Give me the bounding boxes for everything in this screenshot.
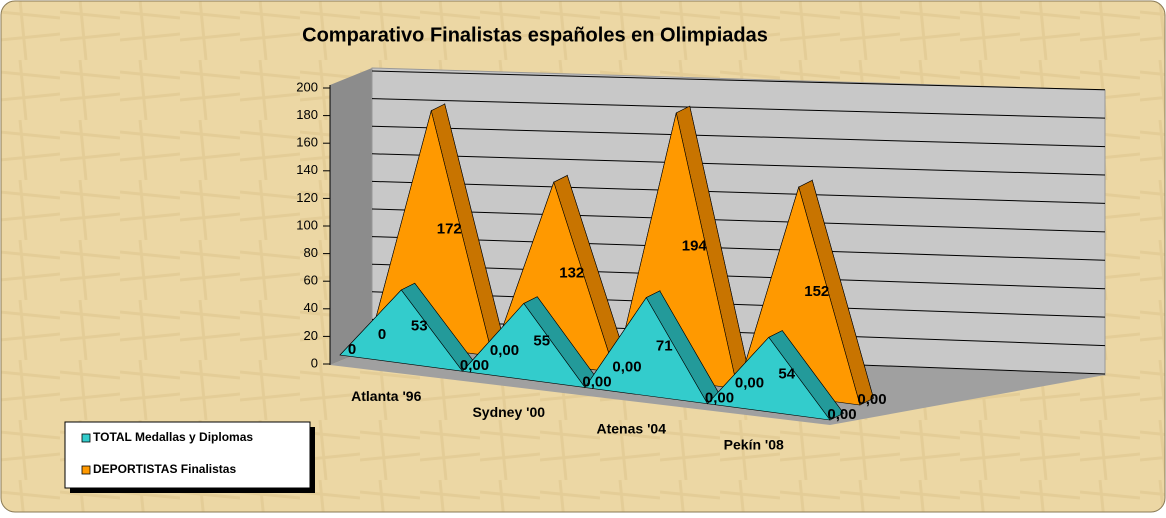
data-label: 0,00 bbox=[827, 406, 856, 423]
legend-label: DEPORTISTAS Finalistas bbox=[93, 462, 236, 476]
chart-title: Comparativo Finalistas españoles en Olim… bbox=[302, 24, 768, 46]
data-label: 55 bbox=[533, 332, 550, 349]
grid-line bbox=[371, 153, 1106, 176]
grid-line bbox=[371, 98, 1106, 119]
data-label: 172 bbox=[437, 220, 462, 237]
area bbox=[339, 289, 831, 421]
data-label: 0,00 bbox=[460, 357, 489, 374]
legend bbox=[64, 421, 311, 489]
data-label: 0,00 bbox=[705, 390, 734, 407]
grid-line bbox=[371, 291, 1106, 318]
y-tick-label: 120 bbox=[296, 190, 318, 205]
data-label: 132 bbox=[559, 264, 584, 281]
data-label: 0,00 bbox=[735, 375, 764, 392]
x-tick-label: Atlanta '96 bbox=[351, 388, 421, 404]
grid-line bbox=[371, 236, 1106, 261]
grid-line bbox=[371, 208, 1106, 233]
x-tick-label: Pekín '08 bbox=[724, 437, 784, 453]
y-tick-label: 180 bbox=[296, 107, 318, 122]
data-label: 0,00 bbox=[582, 373, 611, 390]
grid-line bbox=[371, 70, 1106, 91]
y-tick-label: 60 bbox=[304, 273, 318, 288]
y-tick-label: 140 bbox=[296, 162, 318, 177]
legend-swatch bbox=[81, 465, 91, 475]
x-tick-label: Atenas '04 bbox=[597, 420, 667, 436]
y-tick-label: 100 bbox=[296, 217, 318, 232]
y-tick-label: 20 bbox=[304, 328, 318, 343]
legend-swatch bbox=[81, 433, 91, 443]
grid-line bbox=[371, 125, 1106, 148]
data-label: 194 bbox=[682, 238, 708, 255]
data-label: 0 bbox=[348, 341, 356, 358]
data-label: 54 bbox=[778, 366, 795, 383]
data-label: 53 bbox=[411, 318, 428, 335]
data-label: 152 bbox=[804, 283, 829, 300]
side-wall bbox=[330, 68, 372, 365]
data-label: 0,00 bbox=[490, 342, 519, 359]
data-label: 71 bbox=[656, 338, 673, 355]
x-tick-label: Sydney '00 bbox=[472, 404, 545, 420]
grid-line bbox=[371, 263, 1106, 290]
y-tick-label: 40 bbox=[304, 300, 318, 315]
grid-line bbox=[371, 180, 1106, 204]
y-tick-label: 80 bbox=[304, 245, 318, 260]
data-label: 0,00 bbox=[612, 358, 641, 375]
y-tick-label: 200 bbox=[296, 79, 318, 94]
y-tick-label: 160 bbox=[296, 135, 318, 150]
data-label: 0 bbox=[378, 326, 386, 343]
data-label: 0,00 bbox=[857, 391, 886, 408]
legend-label: TOTAL Medallas y Diplomas bbox=[93, 430, 253, 444]
y-tick-label: 0 bbox=[311, 355, 318, 370]
